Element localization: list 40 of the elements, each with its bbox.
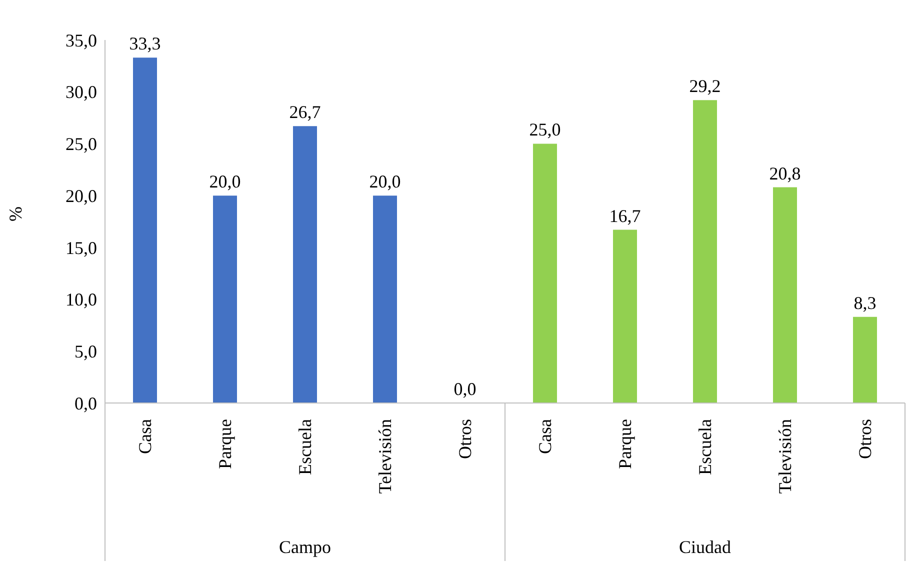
data-label: 0,0 [454, 379, 476, 399]
data-label: 29,2 [689, 76, 721, 96]
bar [373, 196, 397, 403]
y-tick-label: 10,0 [66, 290, 97, 310]
bar [613, 230, 637, 403]
data-label: 20,8 [769, 163, 801, 184]
x-tick-label: Escuela [695, 418, 715, 475]
bar [693, 100, 717, 403]
x-tick-label: Televisión [375, 419, 395, 494]
bar [533, 144, 557, 403]
bar [773, 187, 797, 403]
bar [133, 58, 157, 403]
x-tick-label: Televisión [775, 419, 795, 494]
bar [213, 196, 237, 403]
x-tick-label: Escuela [295, 418, 315, 475]
data-label: 16,7 [609, 206, 641, 226]
bar [293, 126, 317, 403]
bar [853, 316, 877, 403]
data-label: 8,3 [854, 292, 876, 313]
y-axis-title: % [5, 206, 26, 222]
y-tick-label: 5,0 [74, 342, 97, 362]
x-tick-label: Parque [215, 418, 235, 469]
x-tick-label: Otros [855, 419, 875, 459]
x-tick-label: Parque [615, 418, 635, 469]
data-label: 33,3 [129, 34, 161, 54]
data-label: 25,0 [529, 120, 561, 140]
y-tick-label: 25,0 [66, 134, 97, 154]
y-tick-label: 0,0 [74, 393, 97, 414]
x-tick-label: Casa [135, 419, 155, 454]
data-label: 20,0 [209, 172, 241, 192]
x-tick-label: Otros [455, 419, 475, 459]
data-label: 20,0 [369, 172, 401, 192]
data-label: 26,7 [289, 102, 321, 122]
y-tick-label: 30,0 [66, 82, 97, 102]
y-tick-label: 15,0 [66, 238, 97, 258]
x-tick-label: Casa [535, 419, 555, 454]
y-tick-label: 35,0 [66, 30, 97, 50]
text: Ciudad [679, 537, 731, 557]
y-tick-label: 20,0 [66, 186, 97, 206]
text: Campo [279, 537, 331, 557]
